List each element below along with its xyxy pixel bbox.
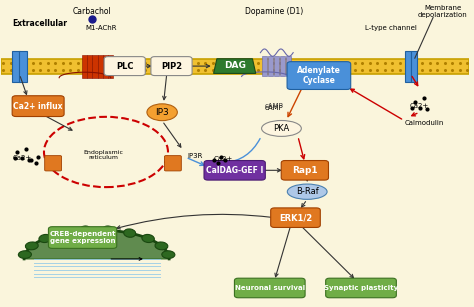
FancyBboxPatch shape <box>12 96 64 117</box>
Ellipse shape <box>162 251 175 258</box>
Text: L-type channel: L-type channel <box>365 25 418 31</box>
Bar <box>262 56 267 76</box>
Bar <box>82 55 87 78</box>
Bar <box>286 56 291 76</box>
Text: PLC: PLC <box>116 62 134 71</box>
Bar <box>410 51 417 82</box>
Ellipse shape <box>39 235 51 243</box>
FancyBboxPatch shape <box>204 161 265 180</box>
Text: Membrane
depolarization: Membrane depolarization <box>418 5 468 18</box>
Text: Ca2+: Ca2+ <box>410 103 429 109</box>
Ellipse shape <box>102 226 114 235</box>
Text: cAMP: cAMP <box>265 103 284 109</box>
Text: Adenylate
Cyclase: Adenylate Cyclase <box>297 66 341 85</box>
Text: Ca2+ influx: Ca2+ influx <box>13 102 63 111</box>
Text: Neuronal survival: Neuronal survival <box>235 285 305 291</box>
FancyBboxPatch shape <box>164 156 182 171</box>
Bar <box>0 59 469 74</box>
Ellipse shape <box>287 184 327 199</box>
Ellipse shape <box>124 229 136 237</box>
Text: DAG: DAG <box>224 61 246 70</box>
Text: M1-AChR: M1-AChR <box>85 25 117 31</box>
Text: PKA: PKA <box>273 124 290 133</box>
Text: PIP2: PIP2 <box>161 62 182 71</box>
Polygon shape <box>24 230 169 259</box>
Text: B-Raf: B-Raf <box>296 187 319 196</box>
Ellipse shape <box>26 242 38 250</box>
Text: Endoplasmic
reticulum: Endoplasmic reticulum <box>83 150 124 161</box>
Text: Synaptic plasticity: Synaptic plasticity <box>324 285 398 291</box>
Bar <box>274 56 279 76</box>
Bar <box>280 56 285 76</box>
Ellipse shape <box>18 251 31 258</box>
Text: Rap1: Rap1 <box>292 166 318 175</box>
Text: Dopamine (D1): Dopamine (D1) <box>246 7 303 16</box>
FancyBboxPatch shape <box>326 278 396 298</box>
FancyBboxPatch shape <box>287 62 351 89</box>
Ellipse shape <box>147 104 177 121</box>
Ellipse shape <box>142 235 155 243</box>
Text: CREB-dependent
gene expression: CREB-dependent gene expression <box>49 231 116 244</box>
Bar <box>404 51 411 82</box>
Bar <box>108 55 113 78</box>
FancyBboxPatch shape <box>235 278 305 298</box>
Bar <box>98 55 103 78</box>
Text: cAMP: cAMP <box>265 105 284 111</box>
Bar <box>92 55 98 78</box>
Text: Carbachol: Carbachol <box>73 7 111 16</box>
Text: Ca2+: Ca2+ <box>12 155 31 161</box>
Bar <box>103 55 108 78</box>
FancyBboxPatch shape <box>151 56 192 76</box>
FancyBboxPatch shape <box>48 227 117 248</box>
Bar <box>268 56 273 76</box>
Text: Extracellular: Extracellular <box>12 19 67 28</box>
FancyBboxPatch shape <box>281 161 328 180</box>
Ellipse shape <box>79 226 91 235</box>
Text: ERK1/2: ERK1/2 <box>279 213 312 222</box>
FancyBboxPatch shape <box>45 156 62 171</box>
Ellipse shape <box>262 120 301 136</box>
Text: Calmodulin: Calmodulin <box>404 120 444 126</box>
Text: Ca2+: Ca2+ <box>213 156 233 162</box>
Polygon shape <box>214 59 255 73</box>
Bar <box>12 51 20 82</box>
FancyBboxPatch shape <box>271 208 320 227</box>
Ellipse shape <box>57 229 70 237</box>
FancyBboxPatch shape <box>104 56 146 76</box>
Bar <box>87 55 92 78</box>
Bar <box>19 51 27 82</box>
Text: CalDAG-GEF I: CalDAG-GEF I <box>206 166 264 175</box>
Text: IP3R: IP3R <box>187 153 202 159</box>
Ellipse shape <box>155 242 168 250</box>
Text: IP3: IP3 <box>155 108 169 117</box>
